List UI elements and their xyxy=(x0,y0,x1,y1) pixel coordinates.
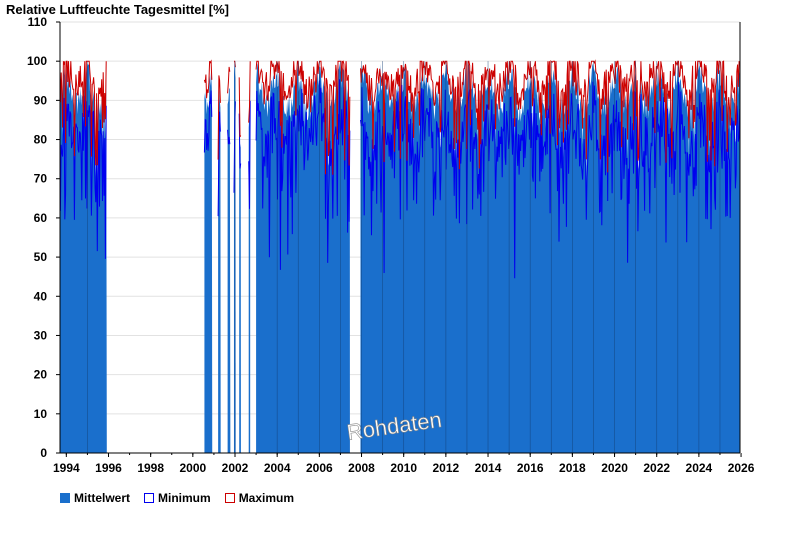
legend: Mittelwert Minimum Maximum xyxy=(60,491,294,505)
minimum-line xyxy=(360,81,741,279)
legend-label-maximum: Maximum xyxy=(238,491,295,505)
minimum-line xyxy=(59,95,107,259)
legend-label-mittelwert: Mittelwert xyxy=(74,491,131,505)
legend-label-minimum: Minimum xyxy=(158,491,211,505)
x-tick-label: 2006 xyxy=(306,461,333,475)
legend-item-minimum: Minimum xyxy=(144,491,211,505)
mittelwert-area xyxy=(239,100,241,453)
mittelwert-area xyxy=(227,88,231,453)
legend-item-maximum: Maximum xyxy=(224,491,295,505)
minimum-line xyxy=(248,100,251,209)
x-tick-label: 1994 xyxy=(53,461,80,475)
x-tick-label: 2008 xyxy=(348,461,375,475)
maximum-line xyxy=(227,66,231,94)
x-tick-label: 2016 xyxy=(517,461,544,475)
y-tick-label: 70 xyxy=(34,172,48,186)
legend-swatch-minimum xyxy=(144,493,155,503)
y-tick-label: 100 xyxy=(27,54,47,68)
y-tick-label: 80 xyxy=(34,133,48,147)
x-tick-label: 2014 xyxy=(475,461,502,475)
x-tick-label: 2000 xyxy=(179,461,206,475)
x-tick-label: 2012 xyxy=(433,461,460,475)
mittelwert-area xyxy=(204,70,213,453)
maximum-line xyxy=(360,59,741,173)
legend-swatch-maximum xyxy=(224,493,235,503)
maximum-line xyxy=(248,61,251,123)
y-tick-label: 90 xyxy=(34,93,48,107)
legend-item-mittelwert: Mittelwert xyxy=(60,491,130,505)
y-tick-label: 50 xyxy=(34,250,48,264)
x-tick-label: 2024 xyxy=(686,461,713,475)
y-tick-label: 60 xyxy=(34,211,48,225)
maximum-line xyxy=(238,77,242,138)
x-tick-label: 2002 xyxy=(222,461,249,475)
x-tick-label: 2004 xyxy=(264,461,291,475)
x-tick-label: 2026 xyxy=(728,461,755,475)
maximum-line xyxy=(203,59,213,99)
legend-swatch-mittelwert xyxy=(60,493,70,503)
maximum-line xyxy=(217,75,221,160)
x-tick-label: 2020 xyxy=(601,461,628,475)
x-tick-label: 2010 xyxy=(390,461,417,475)
y-tick-label: 110 xyxy=(28,15,48,29)
x-tick-label: 2022 xyxy=(643,461,670,475)
x-tick-label: 1996 xyxy=(95,461,122,475)
y-tick-label: 30 xyxy=(34,328,48,342)
minimum-line xyxy=(217,111,221,217)
x-tick-label: 1998 xyxy=(137,461,164,475)
maximum-line xyxy=(255,60,351,175)
minimum-line xyxy=(255,79,351,270)
chart-title: Relative Luftfeuchte Tagesmittel [%] xyxy=(6,2,229,17)
y-tick-label: 0 xyxy=(40,446,47,460)
x-tick-label: 2018 xyxy=(559,461,586,475)
minimum-line xyxy=(227,129,231,145)
y-tick-label: 10 xyxy=(34,407,48,421)
y-tick-label: 40 xyxy=(34,289,48,303)
y-tick-label: 20 xyxy=(34,368,48,382)
maximum-line xyxy=(59,60,107,166)
minimum-line xyxy=(203,90,213,153)
